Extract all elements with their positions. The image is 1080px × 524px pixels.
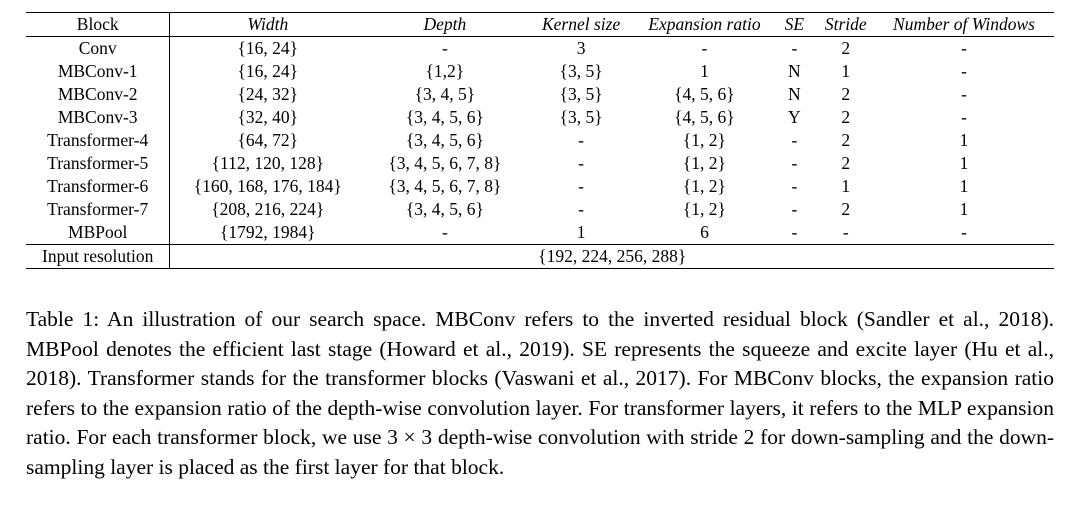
table-row: Transformer-5 {112, 120, 128} {3, 4, 5, 6,… — [26, 152, 1054, 175]
table-row: MBPool {1792, 1984} - 1 6 - - - — [26, 221, 1054, 245]
block-name-cell: Transformer-7 — [26, 198, 171, 221]
table-cell: {32, 40} — [237, 107, 299, 127]
table-cell: {1, 2} — [682, 153, 726, 173]
table-cell: {1792, 1984} — [220, 222, 316, 242]
table-cell: 2 — [841, 84, 851, 104]
table-row: Conv {16, 24} - 3 - - 2 - — [26, 36, 1054, 60]
column-header-number-of-windows: Number of Windows — [893, 14, 1035, 34]
table-cell: - — [961, 222, 967, 242]
table-cell: - — [578, 130, 584, 150]
block-name-cell: MBConv-1 — [26, 60, 171, 83]
table-cell: {208, 216, 224} — [211, 199, 325, 219]
table-cell: 2 — [841, 38, 851, 58]
table-cell: 6 — [700, 222, 709, 242]
table-row: MBConv-2 {24, 32} {3, 4, 5} {3, 5} {4, 5, 6}… — [26, 83, 1054, 106]
table-cell: {3, 5} — [559, 107, 603, 127]
table-cell: {4, 5, 6} — [674, 84, 735, 104]
table-cell: 1 — [841, 176, 851, 196]
table-cell: Y — [788, 107, 801, 127]
input-resolution-label: Input resolution — [26, 244, 171, 269]
table-cell: - — [441, 38, 448, 58]
table-cell: - — [791, 222, 798, 242]
input-resolution-value: {192, 224, 256, 288} — [538, 246, 687, 266]
search-space-table: Block Width Depth Kernel size Expansion rati… — [26, 12, 1054, 269]
table-cell: {3, 4, 5, 6} — [405, 199, 484, 219]
table-cell: - — [961, 107, 967, 127]
table-body: Conv {16, 24} - 3 - - 2 - MBConv-1 {16, 24} {1,2} {… — [26, 36, 1054, 269]
table-cell: 3 — [576, 38, 586, 58]
table-cell: {3, 4, 5, 6} — [405, 130, 484, 150]
table-cell: - — [791, 199, 798, 219]
table-cell: - — [961, 84, 967, 104]
column-header-kernel-size: Kernel size — [541, 14, 621, 34]
column-header-block: Block — [26, 12, 171, 37]
table-row: Transformer-7 {208, 216, 224} {3, 4, 5, 6}… — [26, 198, 1054, 221]
table-cell: 1 — [700, 61, 709, 81]
column-header-stride: Stride — [824, 14, 867, 34]
table-cell: - — [842, 222, 849, 242]
table-cell: {1,2} — [425, 61, 465, 81]
block-name-cell: Transformer-6 — [26, 175, 171, 198]
table-row: MBConv-1 {16, 24} {1,2} {3, 5} 1 N 1 - — [26, 60, 1054, 83]
block-name-cell: Conv — [26, 36, 171, 60]
table-cell: - — [578, 153, 584, 173]
table-row: Transformer-6 {160, 168, 176, 184} {3, 4, … — [26, 175, 1054, 198]
block-name-cell: MBConv-3 — [26, 106, 171, 129]
table-cell: {3, 4, 5} — [414, 84, 476, 104]
column-header-se: SE — [784, 14, 805, 34]
table-cell: - — [961, 61, 967, 81]
table-cell: {3, 4, 5, 6, 7, 8} — [388, 153, 502, 173]
block-name-cell: Transformer-5 — [26, 152, 171, 175]
table-cell: - — [791, 176, 798, 196]
table-cell: {64, 72} — [237, 130, 299, 150]
table-cell: {3, 5} — [559, 84, 603, 104]
table-cell: 1 — [959, 199, 969, 219]
table-cell: {112, 120, 128} — [211, 153, 325, 173]
block-name-cell: MBConv-2 — [26, 83, 171, 106]
table-cell: N — [788, 61, 801, 81]
table-row: MBConv-3 {32, 40} {3, 4, 5, 6} {3, 5} {4, 5,… — [26, 106, 1054, 129]
table-cell: 2 — [841, 199, 851, 219]
table-cell: - — [791, 38, 798, 58]
table-cell: 2 — [841, 130, 851, 150]
column-header-width: Width — [247, 14, 289, 34]
table-caption: Table 1: An illustration of our search s… — [26, 307, 1054, 479]
table-cell: 2 — [841, 153, 851, 173]
table-cell: - — [791, 153, 798, 173]
table-cell: {3, 5} — [559, 61, 603, 81]
table-cell: {16, 24} — [237, 61, 299, 81]
table-cell: {24, 32} — [237, 84, 299, 104]
table-cell: {1, 2} — [682, 130, 726, 150]
input-resolution-row: Input resolution {192, 224, 256, 288} — [26, 244, 1054, 269]
table-cell: 1 — [841, 61, 851, 81]
table-cell: {160, 168, 176, 184} — [193, 176, 342, 196]
table-cell: - — [578, 176, 584, 196]
table-cell: {3, 4, 5, 6, 7, 8} — [388, 176, 502, 196]
table-cell: - — [441, 222, 448, 242]
block-name-cell: Transformer-4 — [26, 129, 171, 152]
table-cell: - — [791, 130, 798, 150]
table-cell: N — [788, 84, 801, 104]
table-cell: {1, 2} — [682, 176, 726, 196]
table-cell: - — [961, 38, 967, 58]
table-cell: {3, 4, 5, 6} — [405, 107, 484, 127]
table-cell: {4, 5, 6} — [674, 107, 735, 127]
table-cell: 1 — [576, 222, 586, 242]
table-cell: 1 — [959, 153, 969, 173]
column-header-depth: Depth — [423, 14, 467, 34]
table-cell: {1, 2} — [682, 199, 726, 219]
table-cell: - — [701, 38, 708, 58]
table-cell: 1 — [959, 176, 969, 196]
table-cell: 2 — [841, 107, 851, 127]
block-name-cell: MBPool — [26, 221, 171, 245]
table-cell: {16, 24} — [237, 38, 299, 58]
table-header: Block Width Depth Kernel size Expansion rati… — [26, 12, 1054, 37]
table-cell: - — [578, 199, 584, 219]
table-row: Transformer-4 {64, 72} {3, 4, 5, 6} - {1, 2}… — [26, 129, 1054, 152]
table-header-row: Block Width Depth Kernel size Expansion rati… — [26, 12, 1054, 37]
table-cell: 1 — [959, 130, 969, 150]
column-header-expansion-ratio: Expansion ratio — [648, 14, 761, 34]
